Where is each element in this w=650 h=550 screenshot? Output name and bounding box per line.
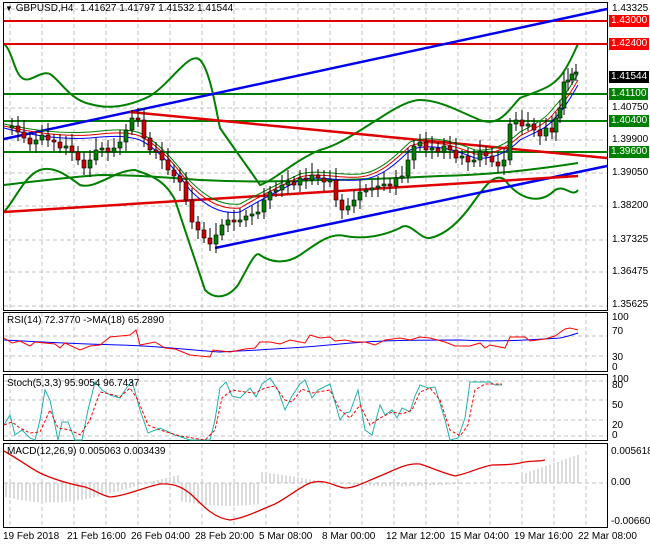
- ma-slow-red: [3, 174, 579, 214]
- trend-lines: [3, 7, 608, 250]
- level-tag-1-40400: 1.40400: [609, 115, 650, 127]
- stochastic-lines: [3, 377, 502, 441]
- price-tick: 1.39050: [612, 167, 649, 178]
- macd-tick: 0.00: [611, 477, 631, 488]
- macd-label: MACD(12,26,9) 0.005063 0.003439: [7, 446, 166, 457]
- rsi-tick: 0: [612, 362, 618, 373]
- stoch-tick: 0: [612, 430, 618, 441]
- stoch-tick: 100: [612, 374, 629, 385]
- panel-frames: [3, 2, 608, 528]
- stoch-tick: 80: [612, 380, 624, 391]
- price-tick: 1.36475: [612, 266, 649, 277]
- descending-trend-line: [129, 110, 608, 160]
- lower-channel-line: [214, 164, 608, 250]
- symbol-label: GBPUSD,H4: [15, 3, 74, 14]
- time-label: 21 Feb 16:00: [67, 531, 126, 542]
- price-tick: 1.39900: [612, 134, 649, 145]
- price-tick: 1.37325: [612, 234, 649, 245]
- level-tag-1-39600: 1.39600: [609, 146, 650, 158]
- macd-histogram: [5, 454, 579, 506]
- rsi-tick: 30: [612, 352, 624, 363]
- stoch-tick: 50: [612, 400, 624, 411]
- level-tag-1-41100: 1.41100: [609, 88, 649, 100]
- current-price-tag: 1.41544: [609, 71, 650, 83]
- candlesticks: [9, 64, 579, 253]
- collapse-triangle-icon[interactable]: ▼: [5, 4, 13, 13]
- time-label: 12 Mar 12:00: [386, 531, 445, 542]
- chart-header: ▼ GBPUSD,H4 1.41627 1.41797 1.41532 1.41…: [5, 3, 233, 14]
- rsi-tick: 70: [612, 326, 624, 337]
- ohlc-values: 1.41627 1.41797 1.41532 1.41544: [80, 3, 234, 14]
- time-label: 22 Mar 08:00: [578, 531, 637, 542]
- rsi-label: RSI(14) 72.3770 ->MA(18) 65.2890: [7, 315, 165, 326]
- price-tick: 1.35625: [612, 299, 649, 310]
- time-label: 19 Mar 16:00: [514, 531, 573, 542]
- stoch-label: Stoch(5,3,3) 95.9054 96.7437: [7, 378, 140, 389]
- rsi-tick: 100: [612, 312, 629, 323]
- time-label: 5 Mar 08:00: [259, 531, 313, 542]
- level-tag-1-42400: 1.42400: [609, 38, 650, 50]
- macd-signal-line: [3, 450, 546, 521]
- time-label: 15 Mar 04:00: [450, 531, 509, 542]
- price-tick: 1.43325: [612, 3, 649, 14]
- price-tick: 1.40750: [612, 102, 649, 113]
- time-label: 19 Feb 2018: [3, 531, 60, 542]
- stoch-tick: 20: [612, 420, 624, 431]
- upper-channel-line: [3, 7, 608, 141]
- price-tick: 1.38200: [612, 200, 649, 211]
- time-label: 8 Mar 00:00: [322, 531, 376, 542]
- macd-tick: -0.006603: [611, 516, 650, 527]
- time-label: 28 Feb 20:00: [195, 531, 254, 542]
- rsi-lines: [3, 327, 579, 358]
- level-tag-1-43000: 1.43000: [609, 15, 650, 27]
- time-label: 26 Feb 04:00: [131, 531, 190, 542]
- macd-tick: 0.005618: [611, 446, 650, 457]
- support-resistance-lines: [4, 20, 607, 153]
